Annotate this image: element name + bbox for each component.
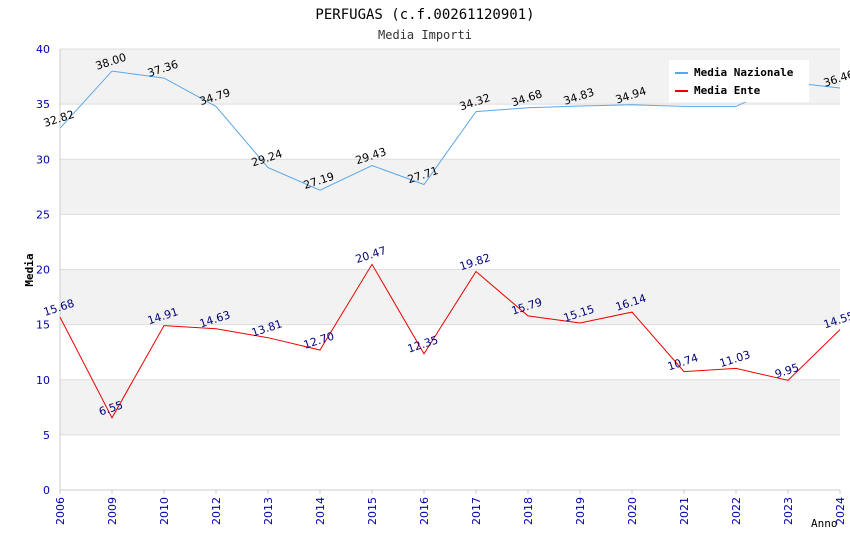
x-tick-label: 2012 [210,497,223,525]
x-tick-label: 2015 [366,497,379,525]
legend-label-media-nazionale: Media Nazionale [694,66,794,79]
y-tick-label: 30 [36,153,50,166]
background-bands [60,49,840,435]
x-tick-label: 2017 [470,497,483,525]
data-label: 11.03 [718,348,752,370]
x-tick-labels: 2006 2009 2010 2012 2013 2014 2015 2016 2017 2018… [54,497,847,525]
x-tick-label: 2010 [158,497,171,525]
legend-label-media-ente: Media Ente [694,84,761,97]
y-axis-label: Media [23,253,36,286]
x-tick-label: 2016 [418,497,431,525]
series-line-media-nazionale [59,70,841,191]
legend: Media Nazionale Media Ente [669,60,809,102]
legend-box [669,60,809,102]
x-tick-label: 2020 [626,497,639,525]
y-tick-label: 25 [36,208,50,221]
y-tick-label: 5 [43,429,50,442]
band [60,379,840,435]
x-tick-label: 2009 [106,497,119,525]
y-tick-label: 10 [36,374,50,387]
y-tick-label: 0 [43,484,50,497]
series-line-media-ente [59,263,841,419]
chart-subtitle: Media Importi [378,28,472,42]
x-tick-label: 2018 [522,497,535,525]
y-tick-label: 20 [36,264,50,277]
data-label: 20.47 [354,244,388,266]
y-tick-label: 40 [36,43,50,56]
y-tick-label: 15 [36,319,50,332]
data-label: 12.70 [302,330,336,352]
y-tick-labels: 0 5 10 15 20 25 30 35 40 [36,43,50,497]
data-label: 9.95 [773,361,800,381]
band [60,269,840,325]
x-tick-label: 2021 [678,497,691,525]
y-tick-label: 35 [36,98,50,111]
x-tick-label: 2019 [574,497,587,525]
x-tick-label: 2023 [782,497,795,525]
axes [59,49,841,494]
x-tick-label: 2006 [54,497,67,525]
x-axis-label: Anno [811,517,838,530]
x-tick-label: 2022 [730,497,743,525]
chart-title: PERFUGAS (c.f.00261120901) [315,7,534,23]
x-tick-label: 2013 [262,497,275,525]
series-lines [59,70,841,419]
x-tick-label: 2014 [314,497,327,525]
band [60,159,840,215]
x-tick-label: 2024 [834,497,847,525]
